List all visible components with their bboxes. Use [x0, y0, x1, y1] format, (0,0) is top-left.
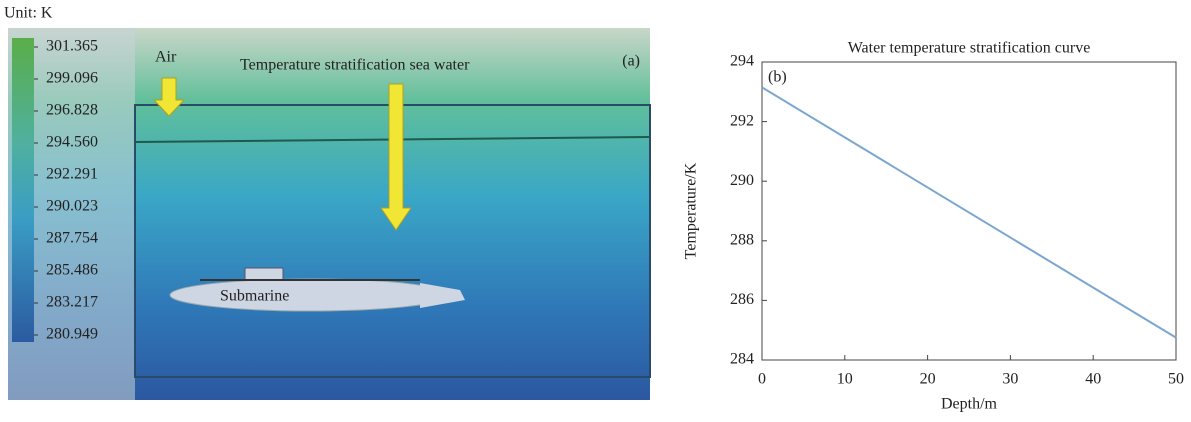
- water-label: Temperature stratification sea water: [240, 57, 470, 74]
- y-tick-label: 288: [730, 231, 754, 248]
- colorbar-tick-label: 290.023: [46, 198, 98, 215]
- chart-title: Water temperature stratification curve: [848, 40, 1091, 57]
- annotation: (b): [768, 69, 787, 86]
- y-tick-label: 286: [730, 291, 754, 308]
- colorbar-tick-label: 292.291: [46, 166, 98, 183]
- y-axis-label: Temperature/K: [683, 162, 700, 259]
- page: {"panel_a": {"unit_label": "Unit: K", "p…: [0, 0, 1191, 417]
- colorbar-tick-label: 287.754: [46, 230, 98, 247]
- x-tick-label: 40: [1085, 371, 1101, 388]
- colorbar-tick-label: 280.949: [46, 326, 98, 343]
- colorbar-tick-label: 285.486: [46, 262, 98, 279]
- colorbar-tick-label: 283.217: [46, 294, 98, 311]
- colorbar-tick-label: 301.365: [46, 38, 98, 55]
- submarine-label: Submarine: [220, 288, 289, 305]
- x-axis-label: Depth/m: [941, 396, 998, 413]
- data-line: [762, 87, 1176, 337]
- submarine-hull: [170, 279, 450, 311]
- air-label: Air: [155, 49, 177, 66]
- colorbar: [12, 38, 34, 342]
- x-tick-label: 30: [1002, 371, 1018, 388]
- y-tick-label: 292: [730, 112, 754, 129]
- colorbar-tick-label: 294.560: [46, 134, 98, 151]
- panel-label: (a): [622, 53, 640, 70]
- plot-frame: [762, 62, 1176, 360]
- plot: 0 10 20 30 40 50 284 286 288 290 292 294: [730, 53, 1184, 388]
- colorbar-tick-label: 299.096: [46, 70, 98, 87]
- y-tick-label: 290: [730, 172, 754, 189]
- x-tick-label: 0: [758, 371, 766, 388]
- y-tick-label: 284: [730, 351, 754, 368]
- x-tick-label: 20: [920, 371, 936, 388]
- colorbar-tick-label: 296.828: [46, 102, 98, 119]
- unit-label: Unit: K: [4, 5, 53, 22]
- figure: Unit: K 301.365 299.096 296.828 294.560 292.…: [0, 0, 1191, 417]
- submarine-sail: [245, 268, 283, 280]
- x-tick-label: 10: [837, 371, 853, 388]
- x-tick-label: 50: [1168, 371, 1184, 388]
- y-tick-label: 294: [730, 53, 754, 70]
